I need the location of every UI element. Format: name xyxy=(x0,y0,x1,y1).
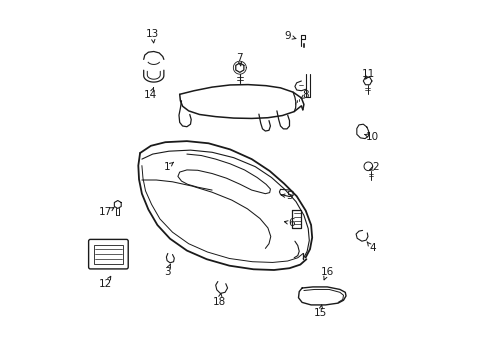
Text: 8: 8 xyxy=(302,90,308,100)
Text: 6: 6 xyxy=(287,218,294,228)
Text: 13: 13 xyxy=(146,29,159,39)
Text: 11: 11 xyxy=(361,69,375,79)
Text: 14: 14 xyxy=(144,90,157,100)
Bar xyxy=(94,245,122,264)
Text: 15: 15 xyxy=(313,308,326,318)
Text: 18: 18 xyxy=(212,297,225,307)
Text: 5: 5 xyxy=(285,191,292,201)
Text: 17: 17 xyxy=(99,207,112,217)
Text: 2: 2 xyxy=(372,162,378,172)
Text: 12: 12 xyxy=(99,279,112,289)
Text: 1: 1 xyxy=(163,162,170,172)
Text: 4: 4 xyxy=(368,243,375,253)
Text: 16: 16 xyxy=(320,267,333,277)
Text: 10: 10 xyxy=(365,132,378,142)
Text: 9: 9 xyxy=(284,31,290,41)
Text: 3: 3 xyxy=(163,267,170,277)
Text: 7: 7 xyxy=(235,53,242,63)
